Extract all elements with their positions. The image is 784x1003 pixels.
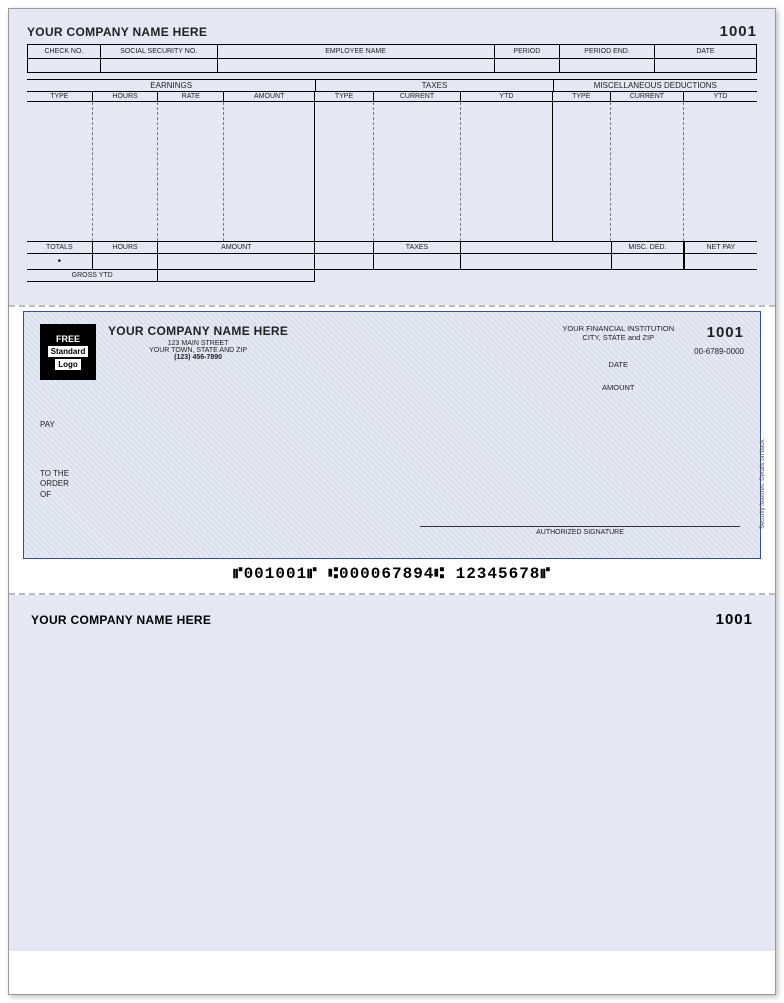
sect-earnings: EARNINGS [27, 79, 315, 92]
col-earn-amount: AMOUNT [224, 92, 315, 102]
security-text: Security features. Details on back. [760, 438, 766, 529]
lbl-pay: PAY [40, 420, 744, 429]
check-number-block: 1001 00-6789-0000 [694, 324, 744, 392]
pay-stub-top: YOUR COMPANY NAME HERE 1001 CHECK NO. SO… [9, 9, 775, 305]
company-addr1: 123 MAIN STREET [108, 340, 288, 347]
lbl-date-field: DATE [562, 360, 674, 369]
col-misc-type: TYPE [553, 92, 611, 102]
col-misc-ytd: YTD [684, 92, 757, 102]
hdr-emp-name: EMPLOYEE NAME [217, 45, 494, 59]
employee-header-row: CHECK NO. SOCIAL SECURITY NO. EMPLOYEE N… [27, 44, 757, 73]
company-block: YOUR COMPANY NAME HERE 123 MAIN STREET Y… [108, 324, 288, 392]
routing-fraction: 00-6789-0000 [694, 347, 744, 356]
section-headers: EARNINGS TAXES MISCELLANEOUS DEDUCTIONS [27, 79, 757, 92]
check-number-big: 1001 [694, 324, 744, 341]
col-tax-current: CURRENT [374, 92, 462, 102]
check-area: FREE Standard Logo YOUR COMPANY NAME HER… [9, 307, 775, 593]
lbl-amount-field: AMOUNT [562, 383, 674, 392]
lbl-to-order: TO THE ORDER OF [40, 469, 744, 500]
check-number: 1001 [720, 23, 757, 40]
lbl-auth-sig: AUTHORIZED SIGNATURE [536, 529, 624, 536]
signature-line: AUTHORIZED SIGNATURE [420, 526, 740, 536]
col-hours: HOURS [93, 92, 159, 102]
hdr-period-end: PERIOD END. [560, 45, 655, 59]
company-addr2: YOUR TOWN, STATE AND ZIP [108, 347, 288, 354]
gross-ytd-row: GROSS YTD [27, 270, 757, 282]
payroll-check-page: YOUR COMPANY NAME HERE 1001 CHECK NO. SO… [8, 8, 776, 995]
sect-taxes: TAXES [315, 79, 552, 92]
logo-placeholder: FREE Standard Logo [40, 324, 96, 380]
totals-header-row: TOTALS HOURS AMOUNT TAXES MISC. DED. NET… [27, 242, 757, 254]
company-name: YOUR COMPANY NAME HERE [27, 25, 207, 39]
lbl-gross-ytd: GROSS YTD [27, 270, 158, 282]
stub-grid-body [27, 102, 757, 242]
bank-name: YOUR FINANCIAL INSTITUTION [562, 324, 674, 333]
totals-value-row: • [27, 254, 757, 270]
col-tax-ytd: YTD [461, 92, 552, 102]
bank-addr: CITY, STATE and ZIP [562, 333, 674, 342]
lbl-tot-hours: HOURS [93, 242, 159, 254]
logo-line-free: FREE [56, 334, 80, 344]
hdr-date: DATE [654, 45, 756, 59]
col-rate: RATE [158, 92, 224, 102]
sect-misc: MISCELLANEOUS DEDUCTIONS [553, 79, 757, 92]
check-face: FREE Standard Logo YOUR COMPANY NAME HER… [23, 311, 761, 559]
lbl-net-pay: NET PAY [684, 242, 757, 254]
hdr-ssn: SOCIAL SECURITY NO. [100, 45, 217, 59]
logo-line-standard: Standard [48, 346, 89, 357]
pay-stub-bottom: YOUR COMPANY NAME HERE 1001 [9, 595, 775, 951]
logo-line-logo: Logo [55, 359, 81, 370]
lbl-misc-ded: MISC. DED. [611, 242, 684, 254]
company-phone: (123) 456-7890 [108, 354, 288, 361]
lbl-totals: TOTALS [27, 242, 93, 254]
column-headers: TYPE HOURS RATE AMOUNT TYPE CURRENT YTD … [27, 92, 757, 102]
col-tax-type: TYPE [315, 92, 373, 102]
stub-bottom-number: 1001 [716, 611, 753, 628]
hdr-check-no: CHECK NO. [28, 45, 101, 59]
micr-line: ⑈001001⑈ ⑆000067894⑆ 12345678⑈ [23, 565, 761, 583]
check-company-name: YOUR COMPANY NAME HERE [108, 324, 288, 338]
lbl-tot-taxes: TAXES [374, 242, 462, 254]
col-earn-type: TYPE [27, 92, 93, 102]
col-misc-current: CURRENT [611, 92, 684, 102]
stub-bottom-company: YOUR COMPANY NAME HERE [31, 613, 211, 627]
bank-block: YOUR FINANCIAL INSTITUTION CITY, STATE a… [562, 324, 674, 392]
lbl-tot-amount: AMOUNT [158, 242, 315, 254]
hdr-period: PERIOD [494, 45, 560, 59]
